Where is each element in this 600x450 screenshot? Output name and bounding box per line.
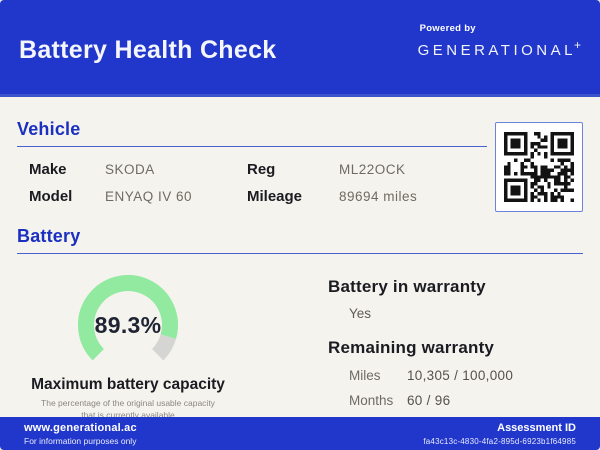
assessment-id-value: fa43c13c-4830-4fa2-895d-6923b1f64985 bbox=[423, 437, 576, 446]
mileage-label: Mileage bbox=[247, 188, 303, 205]
gauge-subtitle: The percentage of the original usable ca… bbox=[41, 398, 215, 421]
warranty-value: Yes bbox=[349, 306, 372, 321]
model-value: ENYAQ IV 60 bbox=[105, 189, 193, 204]
battery-heading-rule: Battery bbox=[17, 226, 583, 254]
battery-section: Battery 89.3% Maximum battery capacity T… bbox=[17, 226, 583, 426]
miles-value: 10,305 / 100,000 bbox=[407, 368, 514, 383]
brand-logo: Powered by GENERATIONAL+ bbox=[418, 23, 581, 59]
powered-by-label: Powered by bbox=[419, 23, 476, 34]
model-label: Model bbox=[29, 188, 73, 205]
remaining-warranty-heading: Remaining warranty bbox=[328, 338, 495, 357]
assessment-id-label: Assessment ID bbox=[497, 422, 576, 434]
warranty-info: Battery in warranty Yes Remaining warran… bbox=[328, 277, 513, 408]
remaining-months-row: Months 60 / 96 bbox=[349, 393, 513, 408]
page-title: Battery Health Check bbox=[19, 36, 277, 64]
report-header: Battery Health Check Powered by GENERATI… bbox=[0, 0, 600, 97]
months-value: 60 / 96 bbox=[407, 393, 451, 408]
gauge-title: Maximum battery capacity bbox=[31, 376, 225, 393]
brand-name: GENERATIONAL+ bbox=[417, 38, 581, 59]
mileage-value: 89694 miles bbox=[339, 189, 418, 204]
make-label: Make bbox=[29, 161, 67, 178]
reg-value: ML22OCK bbox=[339, 162, 406, 177]
remaining-miles-row: Miles 10,305 / 100,000 bbox=[349, 368, 513, 383]
make-value: SKODA bbox=[105, 162, 155, 177]
vehicle-heading-rule: Vehicle bbox=[17, 119, 487, 147]
report-body: Vehicle Make SKODA Reg ML22OCK Model ENY… bbox=[0, 100, 600, 426]
reg-label: Reg bbox=[247, 161, 276, 178]
report-footer: www.generational.ac For information purp… bbox=[0, 417, 600, 450]
miles-label: Miles bbox=[349, 368, 381, 383]
capacity-percent: 89.3% bbox=[94, 312, 162, 338]
vehicle-heading: Vehicle bbox=[17, 119, 81, 139]
gauge-arc bbox=[78, 275, 178, 361]
vehicle-fields: Make SKODA Reg ML22OCK Model ENYAQ IV 60… bbox=[29, 161, 469, 205]
capacity-gauge: 89.3% Maximum battery capacity The perce… bbox=[23, 254, 233, 422]
footer-disclaimer: For information purposes only bbox=[24, 436, 137, 446]
months-label: Months bbox=[349, 393, 394, 408]
footer-website: www.generational.ac bbox=[24, 422, 137, 434]
brand-plus-icon: + bbox=[573, 38, 581, 52]
qr-code bbox=[495, 122, 583, 212]
battery-heading: Battery bbox=[17, 226, 81, 246]
vehicle-section: Vehicle Make SKODA Reg ML22OCK Model ENY… bbox=[17, 119, 583, 205]
qr-code-icon bbox=[504, 132, 574, 202]
warranty-heading: Battery in warranty bbox=[328, 277, 486, 296]
